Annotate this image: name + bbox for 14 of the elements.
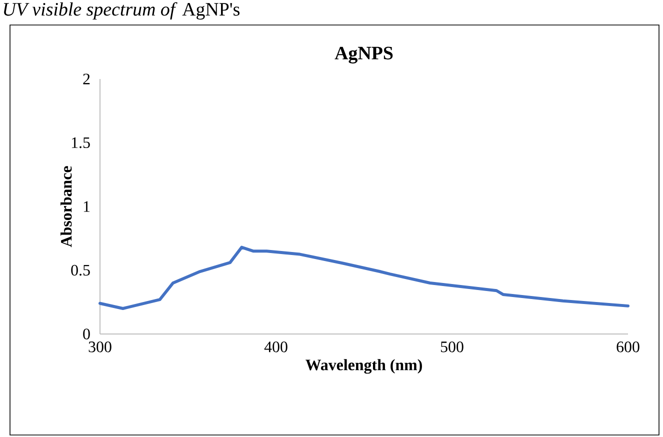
line-series [98, 246, 630, 310]
x-tick-label: 600 [616, 342, 640, 352]
x-tick-label: 500 [440, 342, 464, 352]
y-axis-title: Absorbance [60, 166, 72, 248]
y-tick-label: 1.5 [72, 137, 90, 148]
y-tick-label: 0.5 [71, 264, 90, 276]
text: UV visible spectrum of AgNP's [4, 2, 240, 20]
y-tick-label: 2 [83, 74, 90, 84]
x-axis-title: Wavelength (nm) [306, 359, 422, 374]
y-tick-label: 1 [84, 201, 90, 212]
x-tick-label: 300 [88, 342, 112, 352]
chart-title: AgNPS [334, 46, 393, 64]
y-tick-label: 0 [83, 328, 90, 340]
x-tick-label: 400 [264, 342, 288, 352]
